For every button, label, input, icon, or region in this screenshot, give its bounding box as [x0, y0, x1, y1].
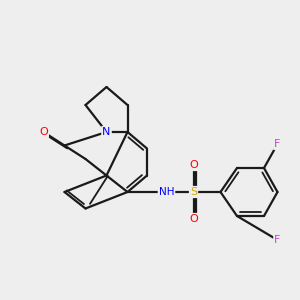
Text: S: S — [190, 187, 197, 197]
Text: F: F — [274, 235, 281, 245]
Text: NH: NH — [159, 187, 174, 197]
Text: O: O — [39, 127, 48, 137]
Text: F: F — [274, 139, 281, 149]
Text: N: N — [102, 127, 111, 137]
Text: O: O — [189, 214, 198, 224]
Text: O: O — [189, 160, 198, 170]
